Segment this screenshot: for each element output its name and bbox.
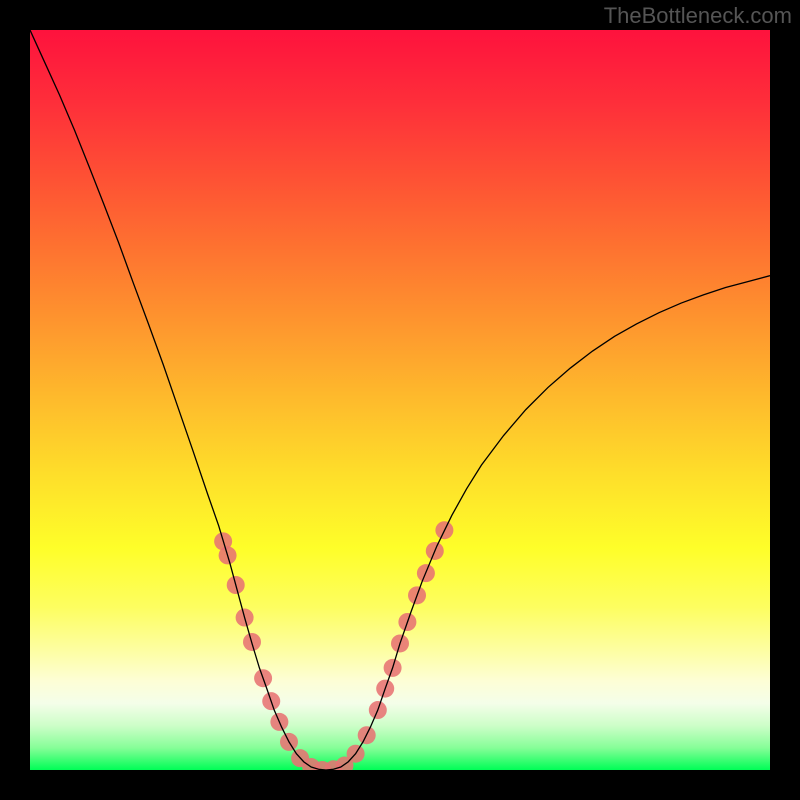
chart-svg xyxy=(30,30,770,770)
watermark-text: TheBottleneck.com xyxy=(604,3,792,29)
plot-area xyxy=(30,30,770,770)
chart-container: TheBottleneck.com xyxy=(0,0,800,800)
gradient-background xyxy=(30,30,770,770)
